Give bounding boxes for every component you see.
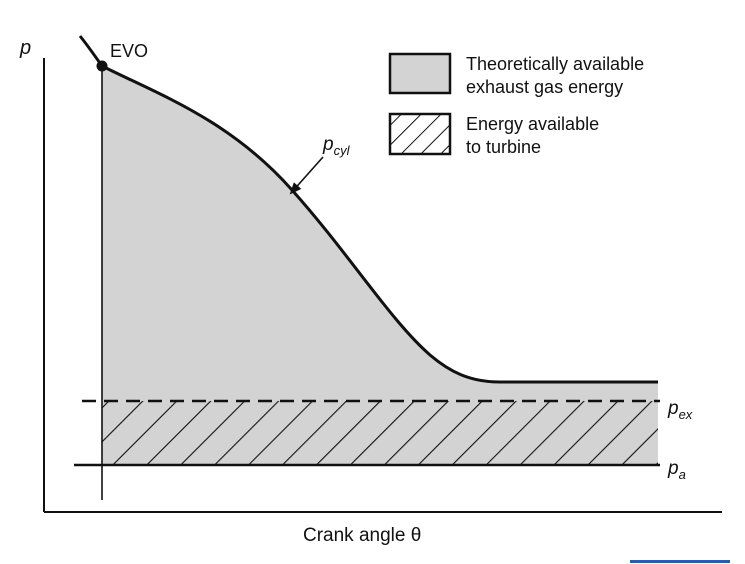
accent-bar bbox=[630, 560, 730, 563]
pcyl-arrow bbox=[289, 156, 324, 195]
y-axis-label: p bbox=[19, 37, 31, 59]
legend-swatch-shaded bbox=[388, 52, 452, 95]
legend: Theoretically available exhaust gas ener… bbox=[388, 52, 644, 157]
pcyl-label: pcyl bbox=[322, 134, 351, 158]
evo-label: EVO bbox=[110, 41, 148, 61]
theoretical-energy-region bbox=[102, 66, 658, 465]
legend-item-hatched-line2: to turbine bbox=[466, 137, 541, 157]
legend-item-shaded-line1: Theoretically available bbox=[466, 54, 644, 74]
evo-point bbox=[96, 60, 108, 72]
legend-item-shaded-line2: exhaust gas energy bbox=[466, 77, 623, 97]
legend-swatch-hatched bbox=[388, 112, 452, 156]
x-axis-label: Crank angle θ bbox=[303, 525, 421, 546]
pa-label: pa bbox=[667, 458, 686, 482]
pex-label: pex bbox=[667, 398, 693, 422]
legend-item-hatched-line1: Energy available bbox=[466, 114, 599, 134]
turbine-energy-region bbox=[102, 401, 658, 465]
